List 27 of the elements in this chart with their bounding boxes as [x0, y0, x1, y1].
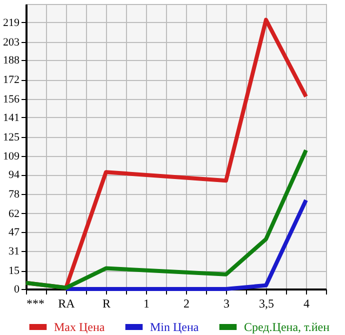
legend-label: Сред.Цена, т.йен [244, 320, 330, 334]
y-tick-label: 78 [8, 188, 20, 200]
x-tick-label: *** [26, 296, 44, 310]
y-tick-label: 31 [8, 246, 20, 258]
x-tick-label: 2 [184, 296, 190, 310]
y-tick-label: 47 [8, 226, 20, 238]
x-tick-label: 3,5 [259, 296, 274, 310]
x-tick-label: 4 [304, 296, 310, 310]
y-tick-label: 125 [3, 131, 20, 144]
y-tick-label: 188 [3, 54, 20, 67]
y-tick-label: 156 [3, 94, 20, 106]
x-tick-label: RA [58, 296, 76, 310]
x-tick-label: 3 [224, 296, 230, 310]
x-tick-label: R [102, 296, 111, 310]
y-tick-label: 0 [14, 284, 20, 296]
y-tick-label: 62 [8, 208, 20, 220]
x-tick-label: 1 [144, 296, 150, 310]
y-tick-label: 109 [3, 150, 20, 163]
line-series [24, 148, 308, 290]
legend-label: Max Цена [54, 320, 106, 334]
legend-label: Min Цена [150, 320, 200, 334]
y-tick-label: 141 [3, 112, 20, 124]
y-tick-label: 94 [8, 169, 20, 182]
y-tick-label: 172 [3, 74, 20, 86]
y-tick-label: 219 [3, 16, 20, 29]
y-tick-label: 15 [8, 265, 20, 278]
y-tick-label: 203 [3, 36, 20, 48]
